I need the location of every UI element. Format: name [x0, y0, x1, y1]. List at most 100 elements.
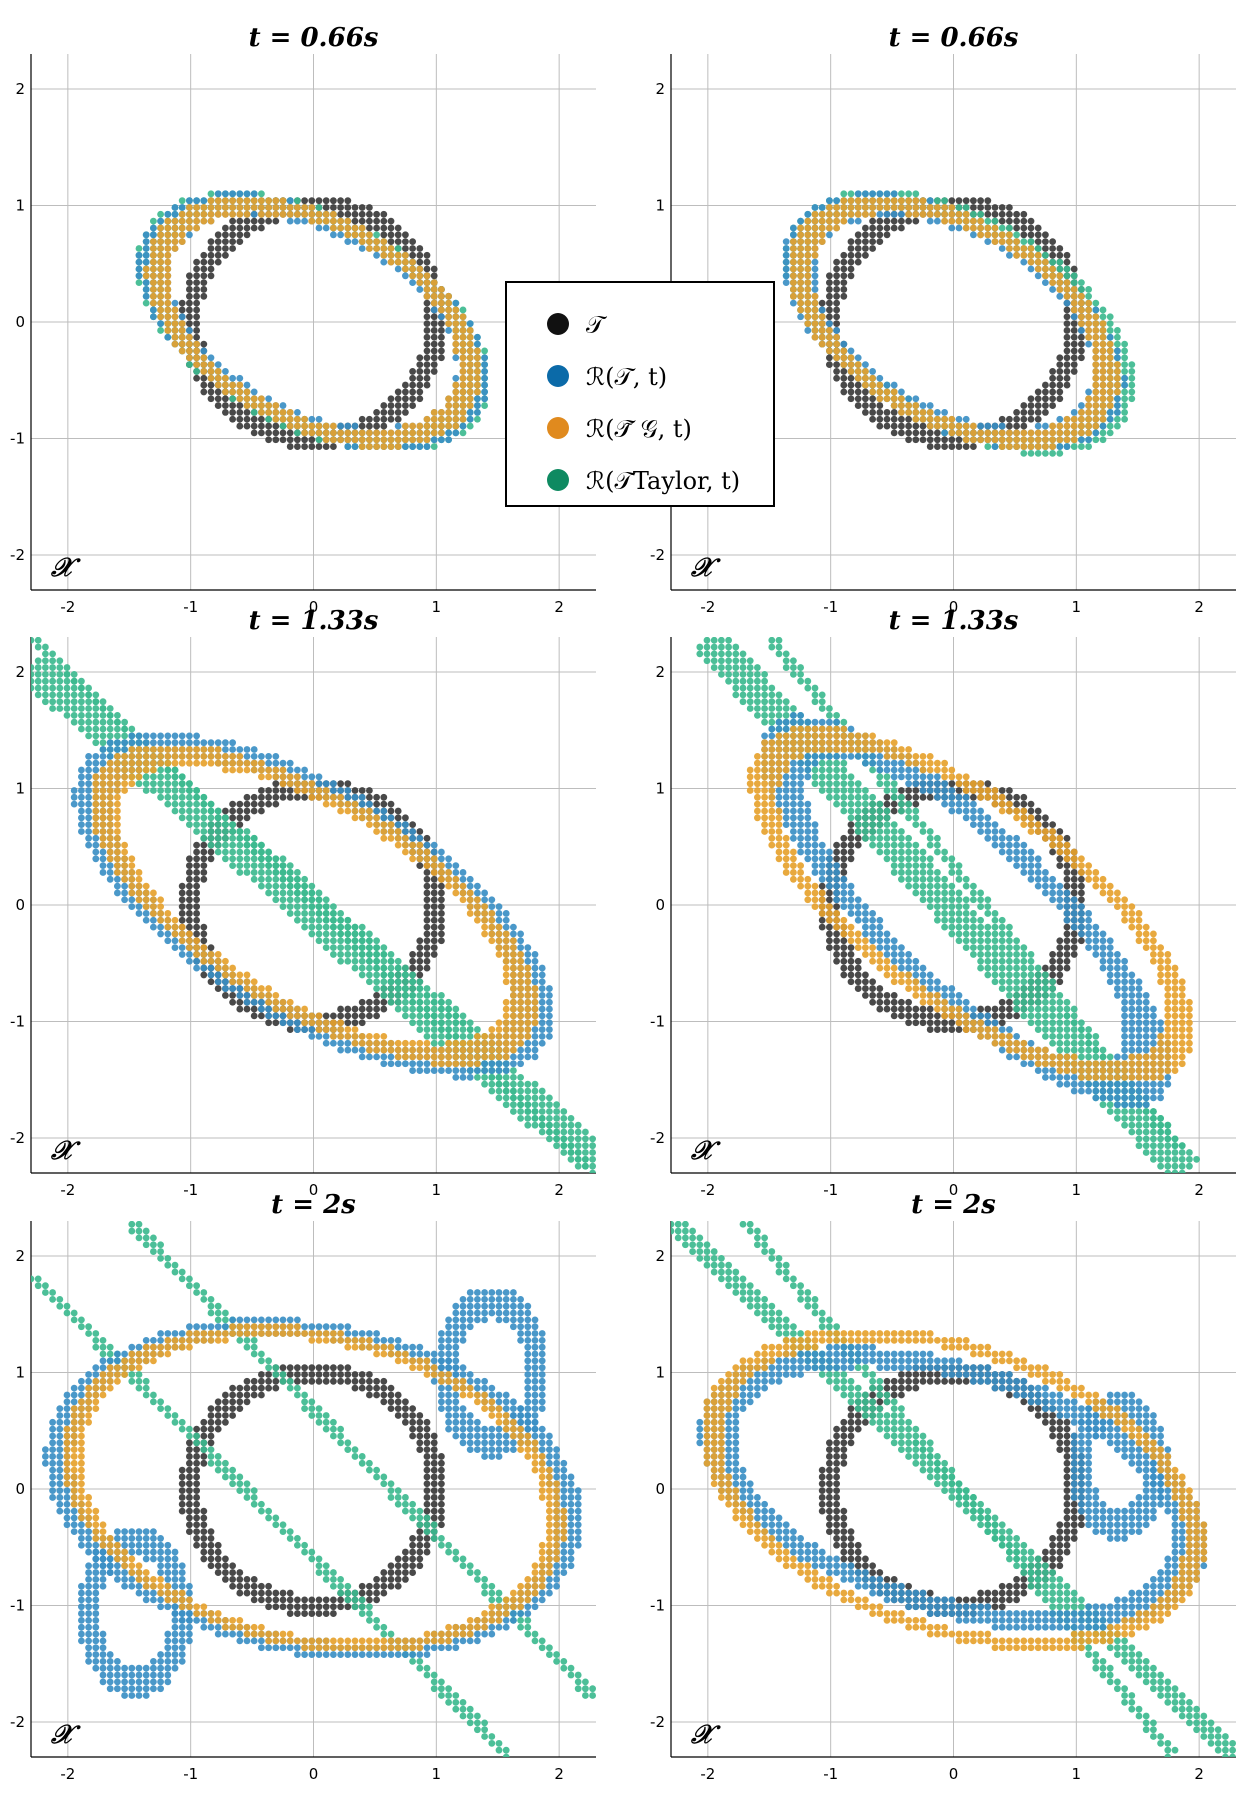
panel-title: t = 0.66s	[889, 23, 1019, 53]
reach-approx-point	[847, 197, 855, 205]
target-point	[207, 978, 215, 986]
reach-taylor-point	[85, 732, 92, 740]
x-tick-label: 1	[432, 1181, 442, 1199]
reach-taylor-point	[1049, 258, 1056, 266]
reach-approx-point	[150, 265, 157, 273]
reach-taylor-point	[546, 1128, 553, 1136]
reach-approx-point	[1099, 395, 1107, 403]
reach-taylor-point	[373, 944, 380, 951]
reach-taylor-point	[157, 793, 165, 801]
reach-approx-point	[876, 395, 884, 403]
reach-approx-point	[358, 238, 366, 246]
reach-true-point	[538, 998, 546, 1006]
reach-taylor-point	[34, 637, 42, 644]
reach-true-point	[301, 1026, 308, 1033]
reach-approx-point	[423, 279, 431, 287]
reach-approx-point	[193, 224, 201, 232]
reach-approx-point	[1049, 265, 1056, 273]
reach-approx-point	[1114, 361, 1121, 368]
reach-approx-point	[438, 299, 445, 307]
target-point	[387, 415, 395, 423]
target-point	[193, 896, 201, 904]
reach-taylor-point	[538, 1108, 546, 1115]
reach-approx-point	[466, 368, 474, 375]
reach-approx-point	[840, 354, 848, 362]
target-point	[1042, 395, 1049, 403]
reach-approx-point	[1085, 313, 1092, 321]
reach-true-point	[294, 1019, 301, 1027]
target-point	[265, 1019, 272, 1027]
target-point	[243, 807, 251, 815]
reach-true-point	[366, 800, 373, 808]
reach-approx-point	[998, 443, 1006, 450]
target-point	[423, 368, 431, 375]
reach-taylor-point	[438, 1026, 445, 1033]
target-point	[207, 855, 215, 863]
reach-taylor-point	[574, 1155, 582, 1163]
reach-true-point	[926, 402, 934, 409]
target-point	[200, 251, 208, 259]
reach-taylor-point	[193, 821, 201, 829]
reach-taylor-point	[531, 1094, 539, 1102]
target-point	[941, 443, 948, 450]
reach-true-point	[106, 869, 114, 876]
reach-approx-point	[394, 436, 402, 444]
reach-true-point	[488, 1060, 496, 1068]
target-point	[955, 443, 963, 450]
reach-approx-point	[142, 896, 150, 904]
reach-approx-point	[258, 773, 265, 781]
reach-approx-point	[207, 759, 215, 767]
reach-approx-point	[402, 251, 409, 259]
reach-taylor-point	[430, 992, 438, 999]
reach-true-point	[265, 395, 272, 403]
target-point	[344, 197, 352, 205]
reach-true-point	[826, 320, 833, 328]
reach-taylor-point	[250, 869, 258, 876]
reach-approx-point	[1006, 238, 1013, 246]
reach-approx-point	[121, 752, 128, 760]
target-point	[358, 210, 366, 218]
target-point	[272, 436, 280, 444]
reach-true-point	[1063, 299, 1071, 307]
reach-taylor-point	[92, 718, 100, 726]
reach-approx-point	[157, 752, 165, 760]
reach-true-point	[452, 1067, 460, 1074]
target-point	[438, 882, 445, 890]
reach-taylor-point	[510, 1087, 517, 1095]
reach-approx-point	[1056, 422, 1064, 430]
reach-taylor-point	[279, 862, 287, 870]
reach-taylor-point	[481, 402, 488, 409]
target-point	[883, 415, 891, 423]
target-point	[186, 875, 193, 883]
target-point	[308, 443, 316, 450]
reach-approx-point	[1070, 306, 1078, 314]
target-point	[243, 409, 251, 416]
reach-taylor-point	[394, 245, 402, 252]
reach-approx-point	[1013, 251, 1020, 259]
reach-approx-point	[164, 251, 172, 259]
reach-approx-point	[236, 971, 244, 979]
target-point	[258, 429, 265, 437]
reach-taylor-point	[157, 766, 165, 774]
reach-taylor-point	[524, 1114, 532, 1122]
target-point	[265, 787, 272, 794]
reach-true-point	[121, 889, 128, 897]
reach-taylor-point	[315, 889, 323, 897]
reach-approx-point	[387, 1046, 395, 1054]
target-point	[387, 395, 395, 403]
reach-true-point	[222, 368, 229, 375]
target-point	[438, 903, 445, 911]
reach-taylor-point	[243, 848, 251, 856]
reach-taylor-point	[380, 957, 388, 965]
target-point	[193, 313, 201, 321]
reach-approx-point	[272, 766, 280, 774]
target-point	[193, 841, 201, 849]
reach-approx-point	[236, 197, 244, 205]
reach-true-point	[782, 251, 790, 259]
target-point	[423, 361, 431, 368]
reach-true-point	[114, 889, 121, 897]
reach-true-point	[1106, 415, 1114, 423]
target-point	[1042, 402, 1049, 409]
reach-true-point	[121, 882, 128, 890]
reach-approx-point	[157, 292, 165, 300]
